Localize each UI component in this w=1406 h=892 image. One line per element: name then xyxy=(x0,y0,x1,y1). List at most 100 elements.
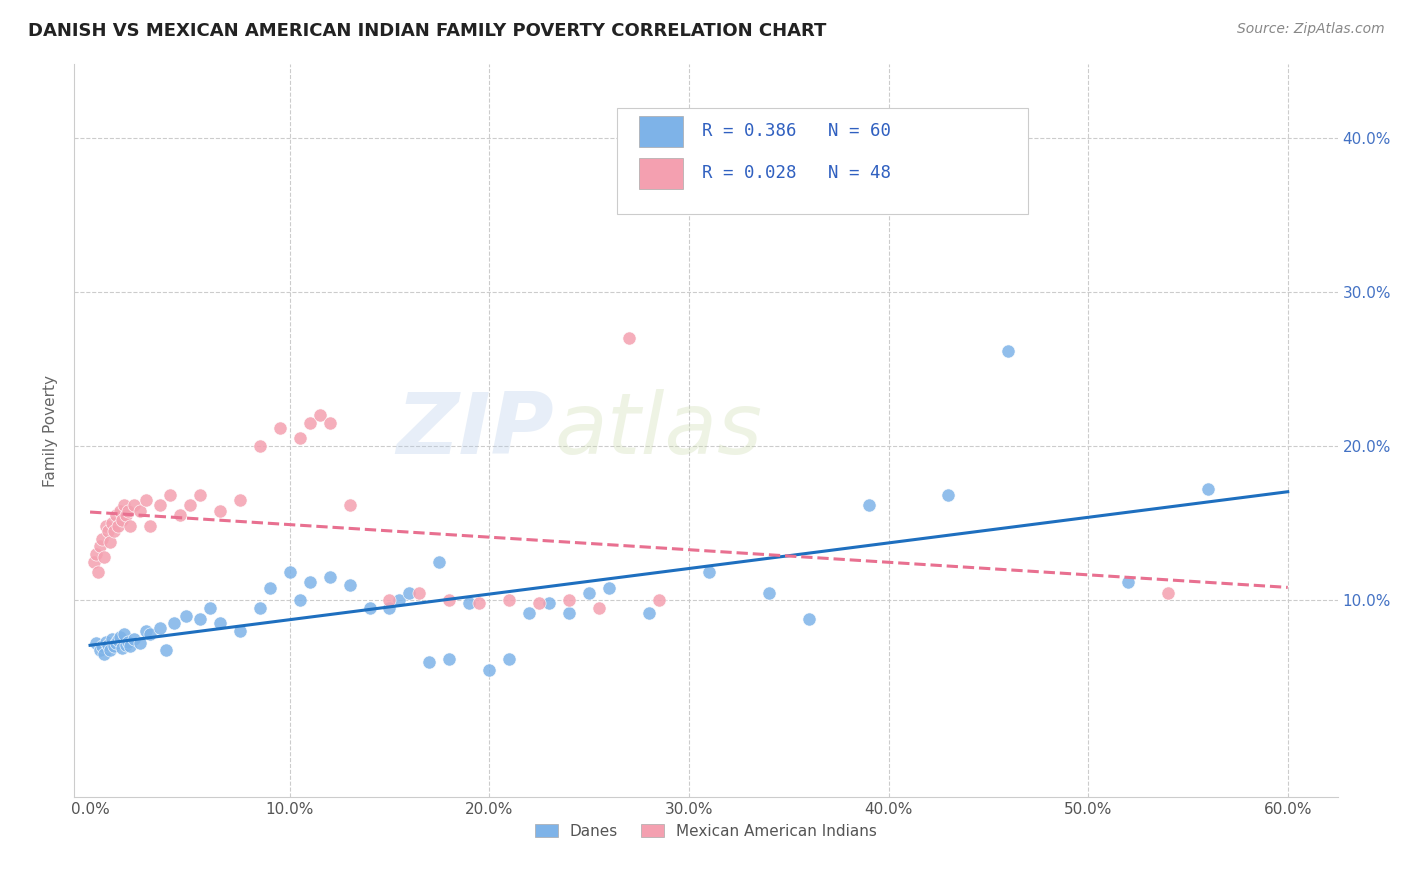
Point xyxy=(269,420,291,434)
Point xyxy=(517,606,540,620)
Point xyxy=(1116,574,1139,589)
Point xyxy=(208,616,231,631)
Point xyxy=(91,532,114,546)
Point xyxy=(378,593,401,607)
Point xyxy=(198,601,221,615)
Point xyxy=(115,638,138,652)
Point xyxy=(103,524,125,538)
Point xyxy=(188,612,211,626)
Point xyxy=(155,642,177,657)
Point xyxy=(83,555,105,569)
Point xyxy=(107,519,129,533)
Point xyxy=(159,488,181,502)
Point xyxy=(94,635,117,649)
Point xyxy=(93,647,115,661)
Point xyxy=(558,606,581,620)
Point xyxy=(117,504,139,518)
Point xyxy=(398,585,420,599)
Point xyxy=(105,508,128,523)
Point xyxy=(938,488,960,502)
Point xyxy=(108,630,131,644)
Text: R = 0.386   N = 60: R = 0.386 N = 60 xyxy=(702,122,891,140)
Point xyxy=(149,621,172,635)
Point xyxy=(318,570,340,584)
Point xyxy=(103,640,125,654)
Legend: Danes, Mexican American Indians: Danes, Mexican American Indians xyxy=(529,818,883,845)
Point xyxy=(98,534,121,549)
Point xyxy=(498,593,520,607)
Point xyxy=(98,642,121,657)
Point xyxy=(558,593,581,607)
Point xyxy=(84,547,107,561)
Point xyxy=(697,566,720,580)
Text: Source: ZipAtlas.com: Source: ZipAtlas.com xyxy=(1237,22,1385,37)
Point xyxy=(758,585,780,599)
Point xyxy=(208,504,231,518)
Point xyxy=(797,612,820,626)
Point xyxy=(91,640,114,654)
Bar xyxy=(638,116,683,147)
Point xyxy=(339,578,361,592)
Point xyxy=(1197,483,1219,497)
Text: DANISH VS MEXICAN AMERICAN INDIAN FAMILY POVERTY CORRELATION CHART: DANISH VS MEXICAN AMERICAN INDIAN FAMILY… xyxy=(28,22,827,40)
Point xyxy=(378,601,401,615)
Point xyxy=(149,498,172,512)
Y-axis label: Family Poverty: Family Poverty xyxy=(44,375,58,487)
Point xyxy=(135,493,157,508)
Point xyxy=(101,632,124,646)
Point xyxy=(117,635,139,649)
Point xyxy=(112,627,135,641)
Point xyxy=(527,596,550,610)
Point xyxy=(1157,585,1180,599)
Point xyxy=(107,633,129,648)
Point xyxy=(617,331,640,345)
Point xyxy=(115,508,138,523)
Point xyxy=(89,642,111,657)
Point xyxy=(997,343,1019,358)
Point xyxy=(188,488,211,502)
Point xyxy=(359,601,381,615)
Point xyxy=(478,663,501,677)
Point xyxy=(288,432,311,446)
Text: ZIP: ZIP xyxy=(396,389,554,472)
Point xyxy=(388,593,411,607)
Point xyxy=(588,601,610,615)
Text: R = 0.028   N = 48: R = 0.028 N = 48 xyxy=(702,163,891,182)
Point xyxy=(118,519,141,533)
Point xyxy=(105,636,128,650)
Point xyxy=(169,508,191,523)
Point xyxy=(93,550,115,565)
Point xyxy=(538,596,561,610)
Point xyxy=(498,652,520,666)
Point xyxy=(97,524,120,538)
Point xyxy=(259,581,281,595)
Point xyxy=(174,608,197,623)
Point xyxy=(122,632,145,646)
Point xyxy=(229,493,252,508)
Point xyxy=(598,581,620,595)
Point xyxy=(94,519,117,533)
Point xyxy=(108,504,131,518)
Point xyxy=(339,498,361,512)
Point xyxy=(97,638,120,652)
FancyBboxPatch shape xyxy=(617,108,1028,214)
Point xyxy=(458,596,481,610)
Point xyxy=(418,655,440,669)
Point xyxy=(288,593,311,607)
Point xyxy=(318,416,340,430)
Point xyxy=(87,566,110,580)
Point xyxy=(112,498,135,512)
Point xyxy=(89,539,111,553)
Point xyxy=(179,498,201,512)
Point xyxy=(249,601,271,615)
Point xyxy=(118,640,141,654)
Point xyxy=(638,606,661,620)
Point xyxy=(122,498,145,512)
Point xyxy=(135,624,157,638)
Point xyxy=(298,416,321,430)
Point xyxy=(408,585,430,599)
Point xyxy=(84,636,107,650)
Point xyxy=(429,555,451,569)
Point xyxy=(439,593,461,607)
Point xyxy=(298,574,321,589)
